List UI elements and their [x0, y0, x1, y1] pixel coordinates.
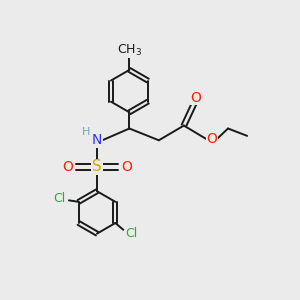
Text: O: O — [190, 91, 201, 105]
Text: Cl: Cl — [125, 227, 138, 240]
Text: O: O — [206, 132, 217, 146]
Text: S: S — [92, 159, 102, 174]
Text: O: O — [121, 160, 132, 174]
Text: Cl: Cl — [53, 192, 66, 206]
Text: H: H — [82, 127, 90, 137]
Text: CH$_3$: CH$_3$ — [117, 43, 142, 58]
Text: O: O — [62, 160, 73, 174]
Text: N: N — [92, 133, 102, 147]
